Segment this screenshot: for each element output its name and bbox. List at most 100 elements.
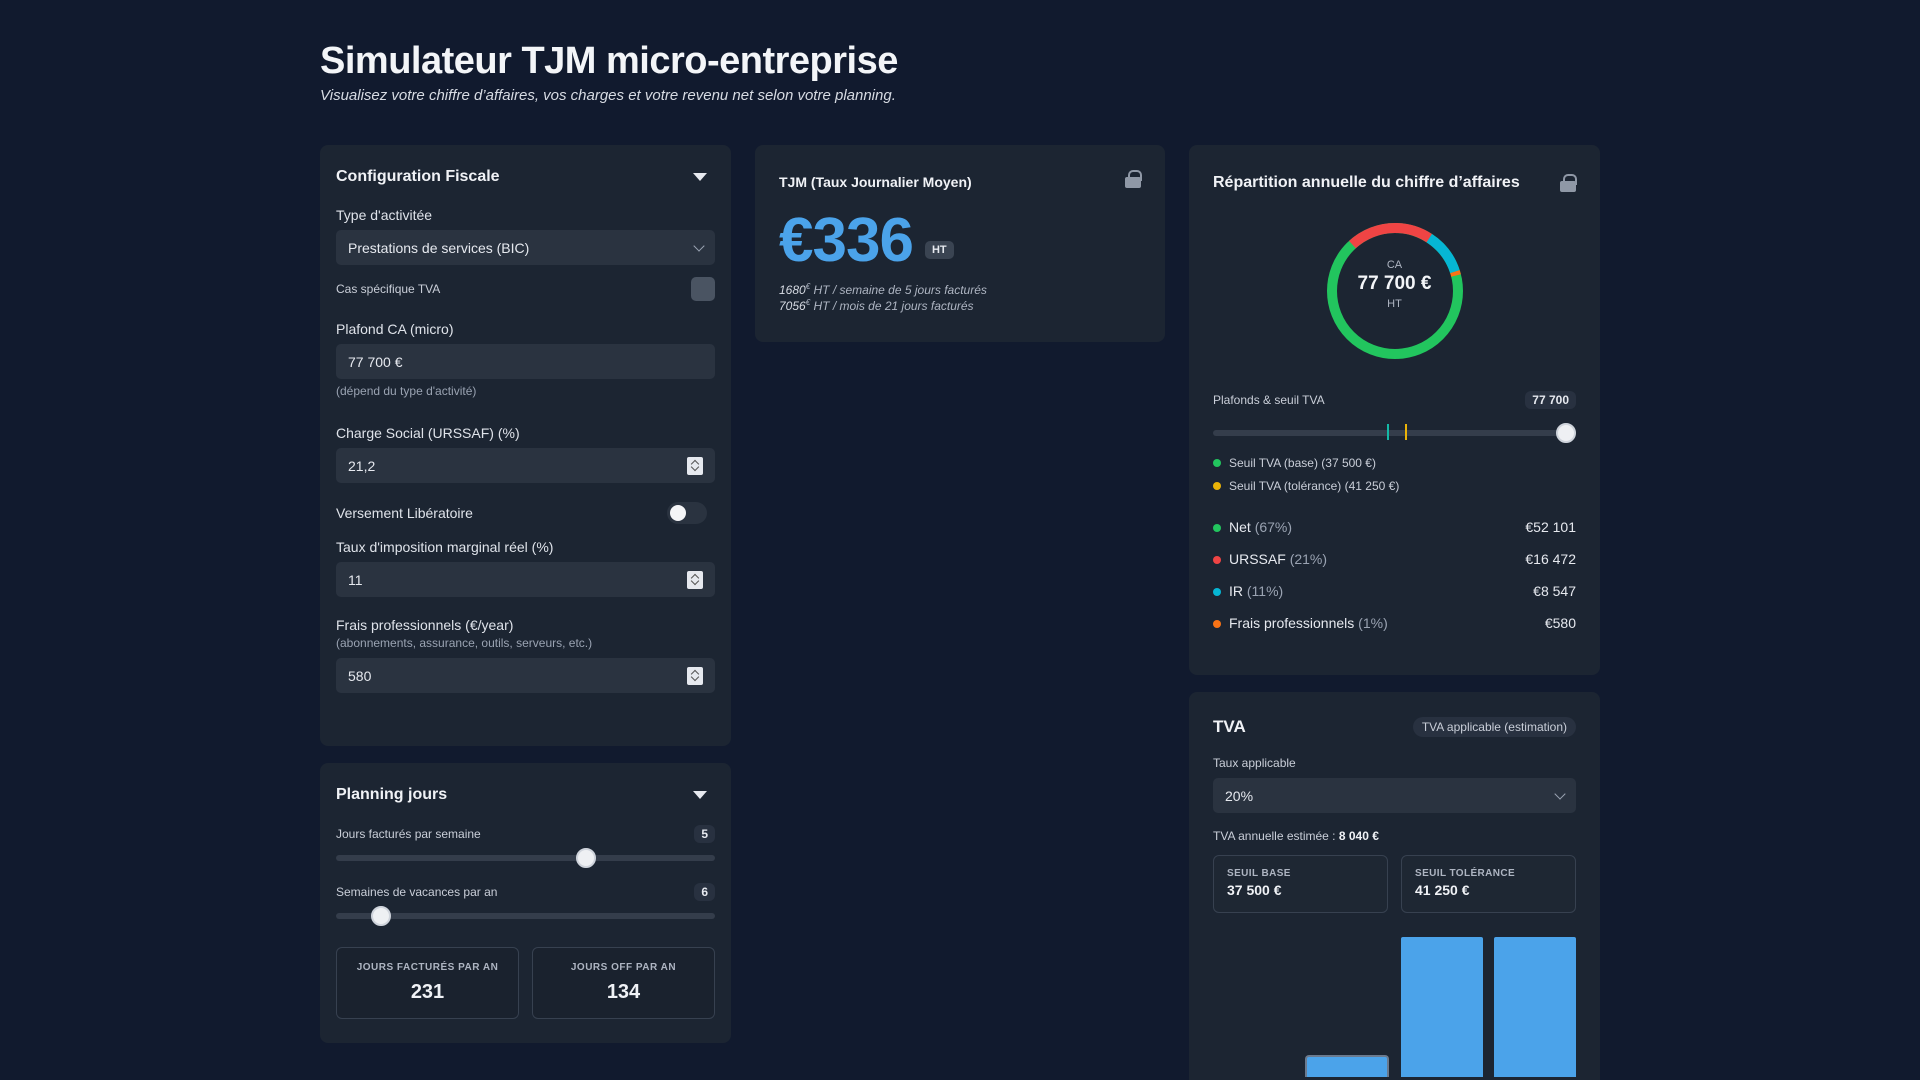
bar-seuil-base — [1401, 937, 1483, 1077]
row-label: Net — [1229, 519, 1251, 535]
jours-slider[interactable] — [336, 848, 715, 868]
taux-input[interactable]: 11 — [336, 562, 715, 597]
seuil-base-legend: Seuil TVA (base) (37 500 €) — [1213, 456, 1576, 470]
urssaf-dot — [1213, 556, 1221, 564]
seuil-tol-value: 41 250 € — [1415, 882, 1470, 898]
legend-dot — [1213, 482, 1221, 490]
chevron-down-icon — [693, 239, 705, 252]
lock-icon[interactable] — [1125, 170, 1142, 188]
repartition-list: Net (67%) €52 101 URSSAF (21%) €16 472 I… — [1213, 511, 1576, 639]
donut-value: 77 700 € — [1357, 273, 1432, 294]
taux-value: 11 — [348, 571, 363, 588]
tva-annual: TVA annuelle estimée : 8 040 € — [1213, 829, 1576, 843]
activity-select-value: Prestations de services (BIC) — [348, 239, 530, 256]
seuil-base-label: SEUIL BASE — [1227, 868, 1291, 879]
seuil-base-value: 37 500 € — [1227, 882, 1282, 898]
row-pct: (67%) — [1254, 519, 1293, 535]
tva-taux-select[interactable]: 20% — [1213, 778, 1576, 813]
frais-hint: (abonnements, assurance, outils, serveur… — [336, 636, 593, 650]
currency-sup: € — [805, 298, 811, 307]
week-amount: 1680 — [779, 283, 806, 297]
bar-tva — [1305, 1055, 1389, 1077]
seuil-tol-label: SEUIL TOLÉRANCE — [1415, 868, 1516, 879]
planning-header[interactable]: Planning jours — [336, 763, 715, 827]
list-item: Net (67%) €52 101 — [1213, 511, 1576, 543]
collapse-caret-icon[interactable] — [693, 791, 707, 799]
urssaf-input[interactable]: 21,2 — [336, 448, 715, 483]
row-value: €580 — [1544, 615, 1576, 631]
jours-badge: 5 — [694, 825, 715, 843]
plafonds-label: Plafonds & seuil TVA — [1213, 393, 1325, 407]
stat-label: JOURS FACTURÉS PAR AN — [356, 962, 499, 973]
tva-title: TVA — [1213, 717, 1246, 736]
repartition-card: Répartition annuelle du chiffre d’affair… — [1189, 145, 1600, 675]
stepper-icon[interactable] — [687, 570, 703, 589]
tva-case-label: Cas spécifique TVA — [336, 282, 441, 296]
chevron-down-icon — [1554, 787, 1566, 800]
row-value: €16 472 — [1525, 551, 1576, 567]
list-item: IR (11%) €8 547 — [1213, 575, 1576, 607]
ht-badge: HT — [924, 240, 954, 259]
row-label: Frais professionnels — [1229, 615, 1355, 631]
row-pct: (21%) — [1289, 551, 1328, 567]
plafond-label: Plafond CA (micro) — [336, 321, 454, 337]
tva-annual-label: TVA annuelle estimée : — [1213, 829, 1339, 843]
plafond-slider-thumb[interactable] — [1556, 423, 1576, 443]
row-label: IR — [1229, 583, 1243, 599]
jours-slider-thumb[interactable] — [576, 848, 597, 868]
row-value: €52 101 — [1525, 519, 1576, 535]
tva-annual-value: 8 040 € — [1338, 829, 1379, 843]
list-item: Frais professionnels (1%) €580 — [1213, 607, 1576, 639]
vacances-badge: 6 — [694, 883, 715, 901]
plafond-hint: (dépend du type d'activité) — [336, 384, 477, 398]
row-value: €8 547 — [1533, 583, 1576, 599]
ca-donut: CA 77 700 € HT — [1325, 221, 1465, 361]
planning-card: Planning jours Jours facturés par semain… — [320, 763, 731, 1043]
activity-label: Type d'activitée — [336, 207, 433, 223]
versement-toggle[interactable] — [667, 502, 707, 524]
stepper-icon[interactable] — [687, 666, 703, 685]
versement-label: Versement Libératoire — [336, 505, 473, 521]
tva-card: TVA TVA applicable (estimation) Taux app… — [1189, 692, 1600, 1080]
jours-factures-stat: JOURS FACTURÉS PAR AN 231 — [336, 947, 519, 1019]
seuil-base-marker — [1387, 424, 1389, 440]
frais-input[interactable]: 580 — [336, 658, 715, 693]
legend-dot — [1213, 459, 1221, 467]
seuil-tol-box: SEUIL TOLÉRANCE 41 250 € — [1401, 855, 1576, 913]
stat-value: 231 — [410, 981, 445, 1003]
row-pct: (1%) — [1358, 615, 1388, 631]
lock-icon[interactable] — [1560, 174, 1577, 192]
seuil-tol-text: Seuil TVA (tolérance) (41 250 €) — [1229, 479, 1400, 493]
row-pct: (11%) — [1246, 583, 1284, 599]
donut-urssaf-segment — [1326, 223, 1463, 359]
config-header[interactable]: Configuration Fiscale — [336, 145, 715, 209]
tva-pill: TVA applicable (estimation) — [1412, 717, 1576, 737]
tjm-value: €336 — [779, 206, 914, 275]
ir-dot — [1213, 588, 1221, 596]
collapse-caret-icon[interactable] — [693, 173, 707, 181]
list-item: URSSAF (21%) €16 472 — [1213, 543, 1576, 575]
plafond-input[interactable]: 77 700 € — [336, 344, 715, 379]
tva-case-checkbox[interactable] — [691, 277, 715, 301]
seuil-tol-legend: Seuil TVA (tolérance) (41 250 €) — [1213, 479, 1576, 493]
tjm-month-note: 7056€ HT / mois de 21 jours facturés — [779, 298, 1141, 313]
bar-seuil-tolerance — [1494, 937, 1576, 1077]
vacances-slider-thumb[interactable] — [371, 906, 392, 926]
config-title: Configuration Fiscale — [336, 168, 500, 185]
stepper-icon[interactable] — [687, 456, 703, 475]
urssaf-value: 21,2 — [348, 457, 376, 474]
frais-label: Frais professionnels (€/year) — [336, 617, 514, 633]
jours-off-stat: JOURS OFF PAR AN 134 — [532, 947, 715, 1019]
tjm-title: TJM (Taux Journalier Moyen) — [779, 174, 972, 190]
plafond-slider[interactable] — [1213, 423, 1576, 443]
frais-dot — [1213, 620, 1221, 628]
vacances-slider[interactable] — [336, 906, 715, 926]
vacances-label: Semaines de vacances par an — [336, 885, 498, 899]
jours-label: Jours facturés par semaine — [336, 827, 481, 841]
config-card: Configuration Fiscale Type d'activitée P… — [320, 145, 731, 746]
tva-taux-label: Taux applicable — [1213, 756, 1296, 770]
donut-chart — [1326, 223, 1463, 359]
activity-select[interactable]: Prestations de services (BIC) — [336, 230, 715, 265]
seuil-tol-marker — [1405, 424, 1407, 440]
plafond-value: 77 700 € — [348, 353, 403, 370]
